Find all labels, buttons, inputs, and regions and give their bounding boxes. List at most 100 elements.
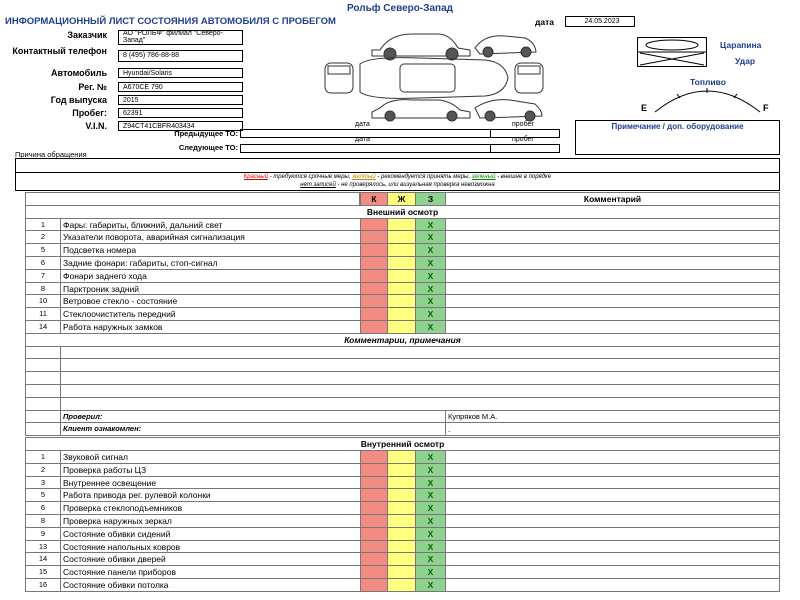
green-cell: X (415, 450, 446, 464)
row-num: 2 (25, 462, 61, 477)
green-cell: X (415, 526, 446, 541)
yellow-cell (387, 462, 416, 477)
yellow-cell (387, 552, 416, 567)
green-cell: X (415, 501, 446, 515)
comment-line-num (25, 345, 61, 360)
fuel-gauge (654, 88, 761, 113)
comment-cell (445, 552, 780, 567)
legend-text: - не проверялось, или визуальная проверк… (335, 182, 495, 188)
field-label: Пробег: (72, 108, 107, 118)
yellow-cell (387, 281, 416, 296)
row-num: 14 (25, 320, 61, 334)
green-cell: X (415, 281, 446, 296)
yellow-cell (387, 488, 416, 503)
row-num: 8 (25, 514, 61, 528)
checked-label: Проверил: (60, 409, 446, 424)
red-cell (360, 450, 388, 464)
comments-title: Комментарии, примечания (25, 332, 780, 347)
reason-box (15, 158, 780, 173)
legend-none: нет записей (300, 182, 336, 188)
green-cell: X (415, 475, 446, 490)
comment-cell (445, 268, 780, 283)
yellow-cell (387, 217, 416, 232)
row-name: Проверка наружных зеркал (60, 514, 361, 528)
row-num: 11 (25, 307, 61, 321)
red-cell (360, 256, 388, 270)
row-name: Работа привода рег. рулевой колонки (60, 488, 361, 503)
legend-text: - требуются срочные меры, (268, 174, 353, 180)
row-num: 2 (25, 230, 61, 245)
yellow-cell (387, 307, 416, 321)
date: 24.05.2023 (565, 16, 635, 27)
red-cell (360, 230, 388, 245)
comment-cell (445, 526, 780, 541)
legend-text: - внешне в порядке (495, 174, 552, 180)
green-cell: X (415, 552, 446, 567)
row-name: Состояние обивки потолка (60, 578, 361, 592)
scratch-label: Царапина (720, 40, 762, 50)
red-cell (360, 217, 388, 232)
date-label: дата (535, 17, 555, 27)
field-label: V.I.N. (85, 121, 107, 131)
row-name: Работа наружных замков (60, 320, 361, 334)
row-name: Подсветка номера (60, 243, 361, 257)
comment-line (60, 384, 780, 398)
red-cell (360, 243, 388, 257)
field-value: А670СЕ 790 (118, 82, 243, 92)
next-to-label: Следующее ТО: (178, 143, 238, 152)
green-cell: X (415, 256, 446, 270)
yellow-cell (387, 565, 416, 579)
red-cell (360, 320, 388, 334)
yellow-cell (387, 539, 416, 554)
comment-cell (445, 578, 780, 592)
red-cell (360, 501, 388, 515)
comment-cell (445, 243, 780, 257)
yellow-cell (387, 256, 416, 270)
row-name: Состояние обивки сидений (60, 526, 361, 541)
row-num: 1 (25, 450, 61, 464)
comment-cell (445, 450, 780, 464)
mileage-box (490, 129, 560, 138)
client-label: Клиент ознакомлен: (60, 422, 446, 437)
comment-cell (445, 462, 780, 477)
comment-cell (445, 565, 780, 579)
yellow-cell (387, 501, 416, 515)
section-title: Внешний осмотр (25, 204, 780, 219)
comment-cell (445, 217, 780, 232)
row-name: Указатели поворота, аварийная сигнализац… (60, 230, 361, 245)
row-name: Звуковой сигнал (60, 450, 361, 464)
comment-cell (445, 320, 780, 334)
red-cell (360, 578, 388, 592)
red-cell (360, 462, 388, 477)
comment-line (60, 358, 780, 373)
row-name: Внутреннее освещение (60, 475, 361, 490)
sign-blank (25, 409, 61, 424)
red-cell (360, 514, 388, 528)
yellow-cell (387, 268, 416, 283)
yellow-cell (387, 450, 416, 464)
field-label: Автомобиль (51, 68, 107, 78)
mileage-label: пробег (512, 136, 534, 143)
comment-cell (445, 307, 780, 321)
row-num: 6 (25, 256, 61, 270)
red-cell (360, 307, 388, 321)
damage-legend-box (637, 37, 707, 67)
fuel-empty: E (641, 103, 648, 113)
comment-cell (445, 488, 780, 503)
legend-line-2: нет записей - не проверялось, или визуал… (16, 181, 779, 189)
legend-green: зеленый (471, 174, 496, 180)
legend-red: Красный (243, 174, 269, 180)
column-header: З (415, 192, 446, 206)
row-num: 1 (25, 217, 61, 232)
section-title: Внутренний осмотр (25, 437, 780, 451)
comment-line-num (25, 396, 61, 411)
green-cell: X (415, 565, 446, 579)
field-value: 8 (495) 786-88-88 (118, 50, 243, 62)
comment-line (60, 396, 780, 411)
row-num: 16 (25, 578, 61, 592)
client-value: . (445, 422, 780, 437)
damage-symbols (638, 39, 706, 66)
column-header: К (360, 192, 388, 206)
column-header: Ж (387, 192, 416, 206)
